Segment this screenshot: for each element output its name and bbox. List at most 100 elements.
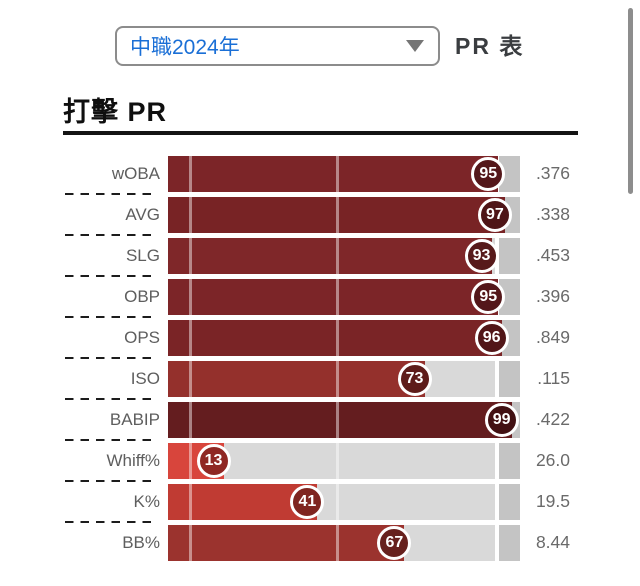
pr-table-label: PR 表 — [455, 33, 525, 59]
bar-track-endcap — [499, 237, 520, 274]
season-select-value: 中職2024年 — [130, 36, 240, 59]
stat-label: OBP — [124, 286, 160, 306]
pr-badge: 96 — [474, 320, 509, 355]
stat-value: .115 — [537, 368, 570, 388]
chart-row: OPS 96 .849 — [63, 315, 578, 358]
gridline — [336, 196, 339, 233]
gridline — [188, 319, 192, 356]
stat-value: .849 — [535, 327, 570, 347]
gridline — [336, 237, 339, 274]
stat-label: Whiff% — [106, 450, 160, 470]
pr-bar: 67 — [168, 524, 520, 561]
bar-track-endcap — [499, 442, 520, 479]
gridline — [336, 524, 339, 561]
bar-fill — [168, 319, 502, 356]
pr-bar: 99 — [168, 401, 520, 438]
gridline — [188, 196, 192, 233]
pr-bar: 96 — [168, 319, 520, 356]
page-title: 打擊 PR — [63, 97, 168, 127]
row-separator-dashed — [65, 438, 155, 442]
pr-badge: 97 — [477, 197, 512, 232]
gridline — [188, 442, 192, 479]
row-separator-dashed — [65, 479, 155, 483]
pr-bar: 93 — [168, 237, 520, 274]
gridline — [336, 155, 339, 192]
scrollbar-thumb[interactable] — [628, 8, 633, 194]
chart-row: wOBA 95 .376 — [63, 153, 578, 194]
chart-row: BB% 67 8.44 — [63, 520, 578, 563]
row-separator-dashed — [65, 233, 155, 237]
gridline — [188, 483, 192, 520]
gridline — [188, 524, 192, 561]
row-separator-dashed — [65, 520, 155, 524]
pr-badge: 41 — [290, 484, 325, 519]
bar-track-endcap — [499, 278, 520, 315]
row-separator-dashed — [65, 192, 155, 196]
gridline — [188, 237, 192, 274]
pr-badge: 67 — [377, 525, 412, 560]
gridline — [336, 360, 339, 397]
chart-row: ISO 73 .115 — [63, 356, 578, 399]
pr-bar: 95 — [168, 278, 520, 315]
row-separator-dashed — [65, 315, 155, 319]
stat-value: .453 — [535, 245, 570, 265]
stat-value: .376 — [535, 163, 570, 183]
chart-row: Whiff% 13 26.0 — [63, 438, 578, 481]
pr-bar: 41 — [168, 483, 520, 520]
bar-fill — [168, 360, 425, 397]
gridline — [188, 401, 192, 438]
pr-bar: 97 — [168, 196, 520, 233]
chart-row: SLG 93 .453 — [63, 233, 578, 276]
chart-row: AVG 97 .338 — [63, 192, 578, 235]
gridline — [188, 278, 192, 315]
chart-rows: wOBA 95 .376 AVG 97 .338 SLG 93 .453 OBP 95 .396 OPS… — [63, 153, 578, 563]
bar-fill — [168, 401, 512, 438]
stat-value: .396 — [535, 286, 570, 306]
stat-label: K% — [133, 491, 160, 511]
chart-row: K% 41 19.5 — [63, 479, 578, 522]
stat-label: BABIP — [109, 409, 160, 429]
gridline — [336, 278, 339, 315]
row-separator-dashed — [65, 397, 155, 401]
gridline — [336, 442, 339, 479]
bar-track-endcap — [499, 360, 520, 397]
pr-badge: 13 — [196, 443, 231, 478]
chart-row: OBP 95 .396 — [63, 274, 578, 317]
stat-value: .338 — [535, 204, 570, 224]
pr-badge: 95 — [471, 279, 506, 314]
bar-fill — [168, 524, 405, 561]
stat-label: OPS — [124, 327, 160, 347]
stat-label: wOBA — [111, 163, 160, 183]
pr-bar: 13 — [168, 442, 520, 479]
bar-track-endcap — [499, 483, 520, 520]
bar-fill — [168, 196, 505, 233]
bar-fill — [168, 278, 499, 315]
gridline — [336, 401, 339, 438]
gridline — [336, 319, 339, 356]
gridline — [336, 483, 339, 520]
gridline — [188, 360, 192, 397]
stat-label: AVG — [125, 204, 160, 224]
bar-fill — [168, 237, 492, 274]
bar-track-endcap — [499, 155, 520, 192]
pr-badge: 99 — [484, 402, 519, 437]
stat-label: SLG — [125, 245, 160, 265]
title-divider — [63, 131, 578, 135]
row-separator-dashed — [65, 274, 155, 278]
pr-badge: 95 — [471, 156, 506, 191]
pr-badge: 93 — [464, 238, 499, 273]
stat-label: BB% — [122, 532, 160, 552]
bar-track-endcap — [499, 524, 520, 561]
season-select[interactable]: 中職2024年 — [115, 26, 440, 66]
stat-value: 26.0 — [535, 450, 570, 470]
stat-value: .422 — [535, 409, 570, 429]
pr-bar: 73 — [168, 360, 520, 397]
chevron-down-icon — [406, 40, 424, 52]
stat-value: 8.44 — [535, 532, 570, 552]
pr-badge: 73 — [397, 361, 432, 396]
chart-row: BABIP 99 .422 — [63, 397, 578, 440]
pr-bar: 95 — [168, 155, 520, 192]
bar-fill — [168, 155, 499, 192]
stat-value: 19.5 — [535, 491, 570, 511]
